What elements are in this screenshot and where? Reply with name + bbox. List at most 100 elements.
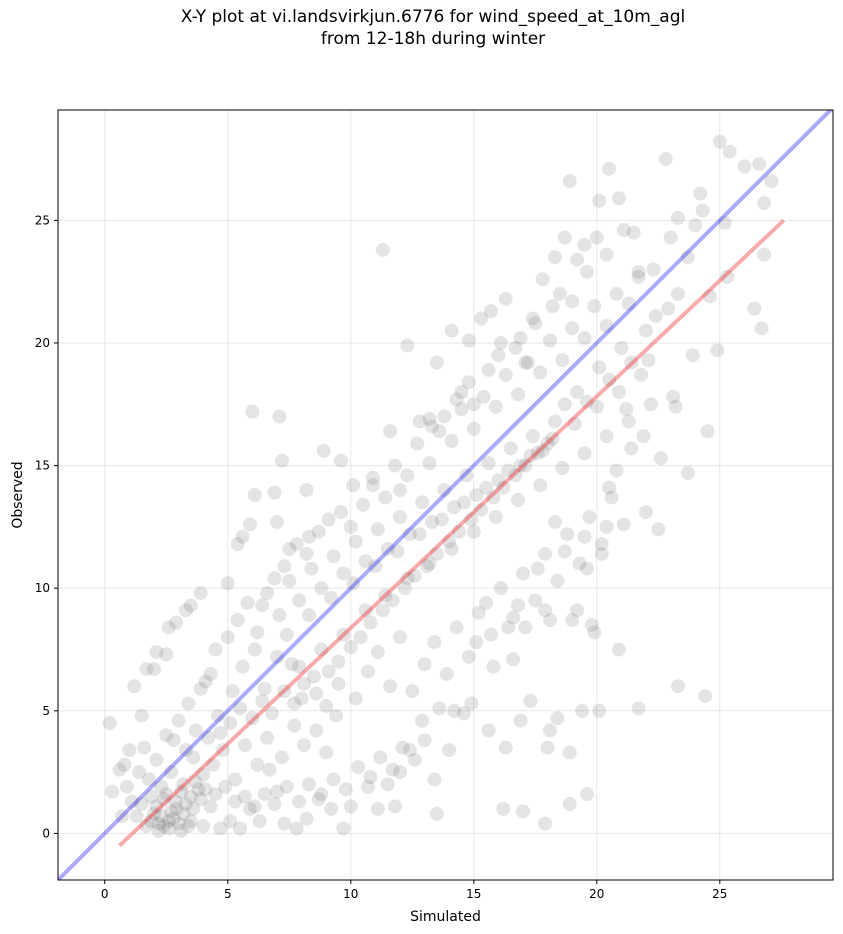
scatter-point	[154, 779, 169, 794]
scatter-point	[488, 510, 503, 525]
scatter-point	[105, 784, 120, 799]
scatter-point	[230, 537, 245, 552]
scatter-point	[370, 522, 385, 537]
scatter-point	[277, 559, 292, 574]
scatter-point	[319, 698, 334, 713]
scatter-point	[183, 598, 198, 613]
scatter-point	[680, 465, 695, 480]
scatter-point	[129, 809, 144, 824]
scatter-point	[641, 353, 656, 368]
scatter-point	[456, 706, 471, 721]
scatter-point	[279, 627, 294, 642]
scatter-point	[159, 728, 174, 743]
scatter-point	[174, 784, 189, 799]
scatter-point	[624, 441, 639, 456]
scatter-point	[311, 792, 326, 807]
scatter-point	[277, 684, 292, 699]
scatter-point	[188, 723, 203, 738]
scatter-point	[474, 311, 489, 326]
scatter-point	[464, 512, 479, 527]
scatter-point	[466, 524, 481, 539]
scatter-point	[237, 738, 252, 753]
scatter-point	[233, 701, 248, 716]
scatter-point	[292, 659, 307, 674]
scatter-point	[582, 510, 597, 525]
scatter-point	[255, 598, 270, 613]
scatter-point	[444, 434, 459, 449]
scatter-point	[361, 779, 375, 794]
scatter-point	[547, 250, 562, 265]
scatter-point	[552, 286, 567, 301]
scatter-point	[228, 794, 243, 809]
scatter-point	[260, 586, 275, 601]
scatter-point	[525, 311, 540, 326]
scatter-point	[427, 772, 442, 787]
scatter-point	[267, 571, 282, 586]
scatter-point	[562, 745, 577, 760]
scatter-point	[579, 264, 594, 279]
scatter-point	[156, 792, 171, 807]
scatter-point	[565, 321, 580, 336]
scatter-point	[535, 272, 550, 287]
scatter-point	[395, 740, 410, 755]
scatter-point	[621, 296, 636, 311]
scatter-points	[102, 134, 779, 838]
scatter-point	[671, 210, 685, 225]
scatter-point	[274, 750, 289, 765]
scatter-point	[119, 779, 134, 794]
scatter-point	[666, 389, 681, 404]
scatter-point	[301, 608, 316, 623]
scatter-point	[680, 250, 695, 265]
scatter-point	[471, 605, 486, 620]
scatter-point	[166, 811, 181, 826]
scatter-point	[518, 458, 533, 473]
scatter-point	[594, 537, 609, 552]
scatter-point	[378, 588, 393, 603]
scatter-point	[122, 743, 137, 758]
scatter-point	[333, 453, 348, 468]
scatter-point	[498, 740, 513, 755]
scatter-point	[498, 291, 513, 306]
scatter-point	[388, 799, 403, 814]
scatter-point	[737, 159, 752, 174]
scatter-point	[599, 519, 614, 534]
y-axis-label: Observed	[10, 461, 26, 528]
x-tick-label: 15	[466, 887, 481, 901]
scatter-point	[611, 385, 626, 400]
scatter-point	[326, 549, 341, 564]
scatter-point	[319, 745, 334, 760]
scatter-point	[587, 299, 602, 314]
scatter-point	[309, 686, 324, 701]
scatter-point	[139, 662, 154, 677]
scatter-point	[461, 375, 476, 390]
scatter-point	[535, 443, 550, 458]
scatter-point	[695, 203, 710, 218]
chart-title-line-1: X-Y plot at vi.landsvirkjun.6776 for win…	[180, 7, 686, 27]
scatter-point	[511, 387, 526, 402]
scatter-point	[611, 191, 626, 206]
scatter-point	[555, 461, 570, 476]
scatter-point	[764, 174, 779, 189]
scatter-point	[523, 448, 538, 463]
scatter-point	[422, 556, 437, 571]
x-tick-label: 0	[101, 887, 109, 901]
scatter-point	[653, 451, 668, 466]
scatter-point	[346, 576, 361, 591]
scatter-point	[540, 436, 555, 451]
scatter-point	[702, 289, 717, 304]
scatter-point	[481, 723, 496, 738]
scatter-point	[513, 331, 528, 346]
scatter-point	[114, 809, 129, 824]
scatter-point	[447, 703, 462, 718]
scatter-point	[513, 458, 528, 473]
fit-line	[118, 218, 786, 848]
scatter-point	[757, 247, 772, 262]
x-tick-label: 25	[712, 887, 727, 901]
scatter-point	[429, 546, 444, 561]
scatter-point	[523, 693, 538, 708]
scatter-point	[178, 603, 193, 618]
scatter-point	[434, 512, 449, 527]
scatter-point	[292, 794, 307, 809]
scatter-point	[538, 546, 553, 561]
scatter-point	[351, 760, 366, 775]
